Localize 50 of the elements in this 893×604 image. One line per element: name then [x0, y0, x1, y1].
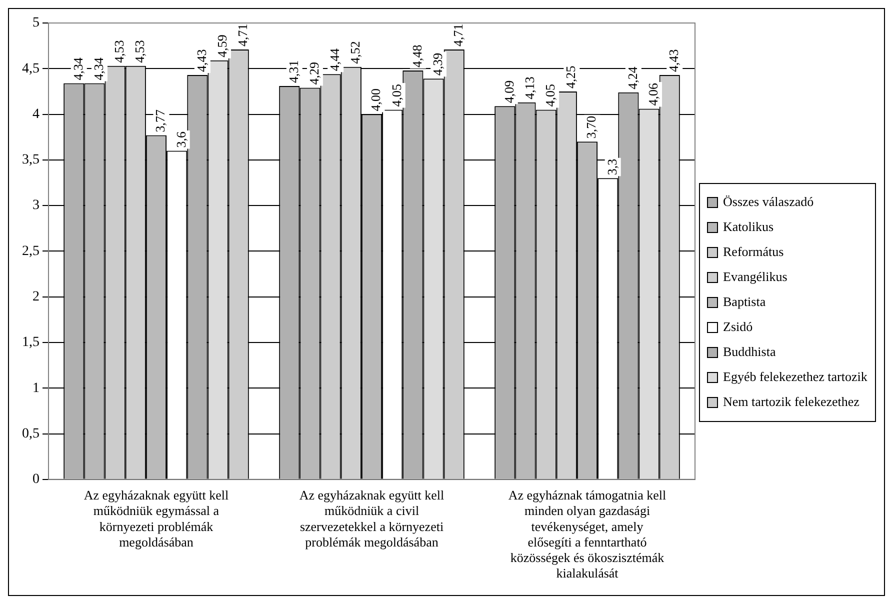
- y-tick-label: 0,5: [22, 426, 40, 442]
- data-label: 4,71: [235, 24, 250, 46]
- legend-label: Baptista: [723, 294, 766, 310]
- data-label: 3,70: [584, 116, 599, 139]
- legend-label: Egyéb felekezethez tartozik: [723, 369, 868, 385]
- legend-label: Buddhista: [723, 344, 776, 360]
- legend-label: Összes válaszadó: [723, 194, 814, 210]
- x-tick-label: Az egyházaknak együtt kell működniük egymással a környezeti problémák megoldásában: [84, 488, 230, 550]
- legend-label: Zsidó: [723, 319, 753, 335]
- data-label: 4,71: [450, 24, 466, 46]
- data-label: 4,44: [326, 48, 342, 72]
- data-label: 4,00: [368, 88, 384, 112]
- data-label: 4,05: [542, 84, 558, 107]
- data-label: 4,24: [624, 66, 640, 90]
- data-label: 4,53: [111, 40, 126, 63]
- y-tick-label: 4,5: [22, 61, 40, 76]
- data-label: 4,13: [522, 76, 537, 100]
- y-tick-label: 5: [32, 16, 40, 31]
- data-label: 4,59: [214, 34, 230, 58]
- y-tick-label: 1,5: [22, 335, 40, 350]
- y-tick-label: 0: [32, 472, 40, 488]
- data-label: 4,09: [501, 80, 516, 104]
- data-label: 4,39: [430, 52, 445, 76]
- y-tick-label: 2,5: [22, 244, 40, 259]
- data-label: 4,34: [90, 56, 106, 80]
- data-label: 3,3: [604, 158, 620, 176]
- y-tick-label: 3,5: [22, 152, 40, 168]
- y-tick-label: 2: [32, 290, 40, 305]
- data-label: 4,06: [645, 82, 660, 106]
- legend-label: Református: [723, 244, 784, 260]
- legend-label: Katolikus: [723, 219, 774, 235]
- y-tick-label: 1: [32, 380, 40, 396]
- data-label: 4,53: [132, 40, 148, 63]
- y-tick-label: 3: [32, 198, 40, 214]
- data-label: 4,43: [666, 49, 682, 72]
- legend-label: Evangélikus: [723, 269, 788, 285]
- data-label: 4,29: [306, 62, 322, 85]
- y-tick-label: 4: [32, 106, 40, 122]
- data-label: 4,25: [563, 66, 578, 88]
- x-tick-label: Az egyházaknak együtt kell működniük a civil szervezetekkel a környezeti problémák megoldásában: [299, 488, 445, 550]
- legend-label: Nem tartozik felekezethez: [723, 394, 860, 410]
- x-tick-label: Az egyháznak támogatnia kell minden olyan gazdasági tevékenységet, amely elősegíti a fenntartható közösségek és ökoszisztémák kialakulását: [508, 488, 666, 581]
- data-label: 4,05: [388, 84, 404, 107]
- data-label: 4,34: [70, 56, 86, 80]
- data-label: 3,77: [152, 109, 168, 132]
- data-label: 3,6: [173, 131, 188, 148]
- data-label: 4,52: [348, 41, 363, 64]
- data-label: 4,31: [286, 60, 301, 83]
- data-label: 4,43: [194, 49, 209, 72]
- data-label: 4,48: [409, 44, 424, 68]
